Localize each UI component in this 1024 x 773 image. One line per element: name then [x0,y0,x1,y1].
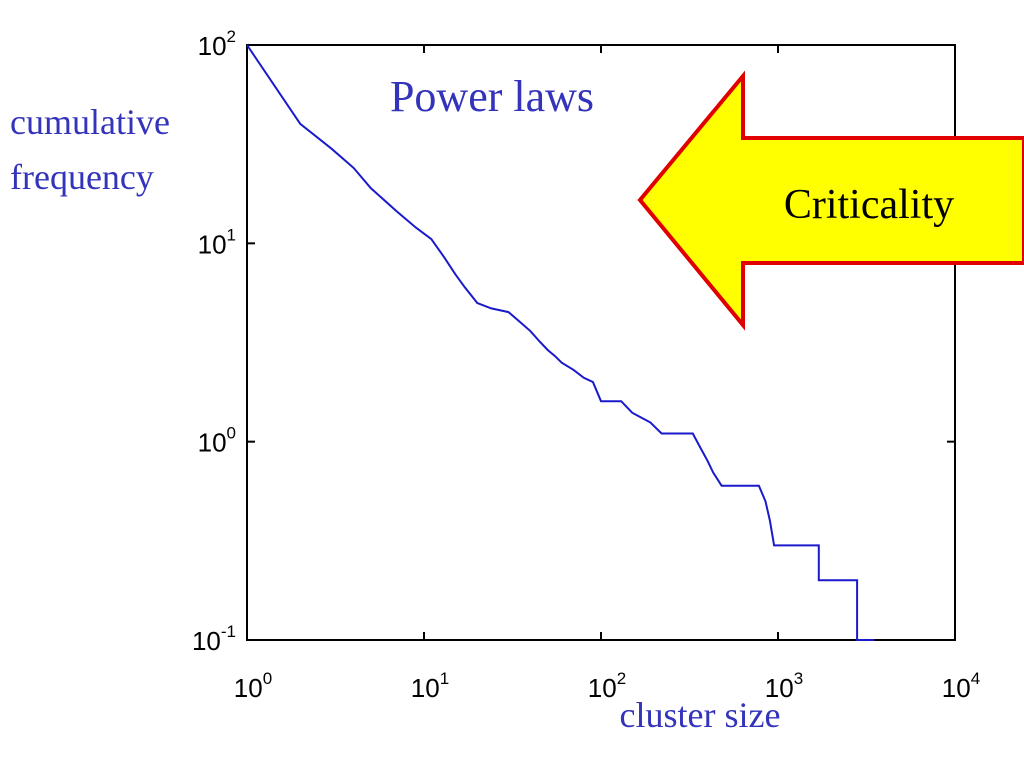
arrow-label: Criticality [784,182,954,228]
x-axis-label: cluster size [620,695,781,735]
x-tick-labels: 100 101 102 103 104 [234,669,980,703]
x-tick-label-4: 104 [942,669,980,703]
tick-marks [246,44,956,641]
y-axis-label-line-1: cumulative [10,102,170,142]
criticality-arrow: Criticality [637,70,1024,331]
y-tick-label-2: 101 [198,225,236,259]
x-tick-label-2: 102 [588,669,626,703]
x-tick-label-1: 101 [411,669,449,703]
arrow-shape [637,70,1024,331]
y-tick-label-0: 10-1 [192,622,236,656]
chart-title: Power laws [390,72,594,121]
x-tick-label-0: 100 [234,669,272,703]
series-line [246,44,875,641]
y-tick-label-1: 100 [198,424,236,458]
y-axis-label-line-2: frequency [10,157,154,197]
y-tick-labels: 10-1 100 101 102 [192,27,236,656]
x-tick-label-3: 103 [765,669,803,703]
plot-frame [246,44,956,641]
y-tick-label-3: 102 [198,27,236,61]
